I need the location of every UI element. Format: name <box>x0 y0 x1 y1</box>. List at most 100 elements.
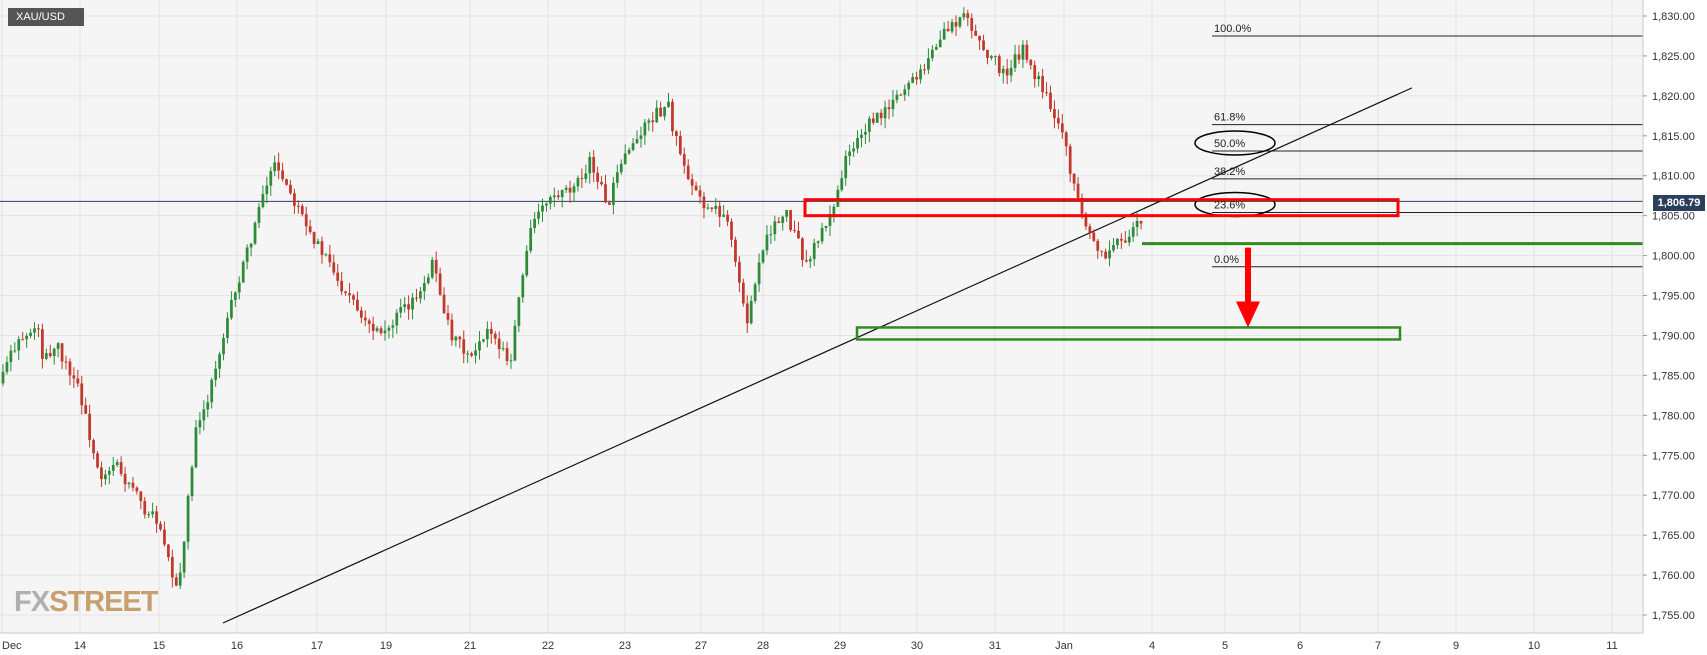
candle-body <box>860 134 863 138</box>
x-tick-label: 10 <box>1528 640 1540 652</box>
candle-body <box>222 337 225 355</box>
candle-body <box>911 77 915 83</box>
candle-body <box>407 304 410 310</box>
candle-body <box>682 154 686 166</box>
candle-body <box>990 56 993 59</box>
candle-body <box>974 30 978 36</box>
candle-body <box>741 282 745 304</box>
candle-body <box>934 47 938 50</box>
candle-body <box>426 277 430 284</box>
candle-body <box>714 205 718 209</box>
candle-body <box>1064 132 1068 147</box>
candle-body <box>375 328 379 331</box>
candle-body <box>584 173 588 179</box>
trendline <box>222 87 1413 624</box>
candle-body <box>694 185 698 191</box>
candle-body <box>1084 213 1088 227</box>
candle-body <box>596 172 600 182</box>
candle-body <box>442 294 446 314</box>
candle-body <box>489 328 493 334</box>
candle-body <box>844 156 848 179</box>
candle-body <box>623 153 627 164</box>
candle-body <box>848 151 852 157</box>
candle-body <box>627 149 631 154</box>
candle-body <box>513 325 517 361</box>
candle-body <box>659 107 663 117</box>
candle-body <box>9 350 13 363</box>
candle-body <box>127 482 131 485</box>
candle-body <box>710 207 714 209</box>
candle-body <box>281 170 284 180</box>
candle-body <box>726 214 729 222</box>
fxstreet-logo: FXSTREET <box>14 586 158 619</box>
candle-body <box>277 162 281 171</box>
candle-body <box>899 94 903 96</box>
candle-body <box>131 482 135 488</box>
candle-body <box>371 323 375 331</box>
candle-body <box>80 383 84 406</box>
candle-body <box>135 487 139 492</box>
candle-body <box>1033 65 1037 80</box>
candle-body <box>41 329 44 359</box>
candle-body <box>1060 123 1064 133</box>
candles <box>1 7 1143 590</box>
candle-body <box>399 307 403 313</box>
candle-body <box>777 221 781 223</box>
fib-circle <box>1194 130 1276 156</box>
x-tick-label: 19 <box>380 640 392 652</box>
x-tick-label: 4 <box>1149 640 1155 652</box>
candle-body <box>702 196 706 209</box>
candle-body <box>505 348 509 361</box>
candle-body <box>391 325 395 328</box>
x-tick-label: Jan <box>1055 640 1073 652</box>
candle-body <box>958 17 962 27</box>
candle-body <box>403 304 407 308</box>
candle-body <box>982 40 985 50</box>
candle-body <box>352 295 355 300</box>
candle-body <box>454 336 458 341</box>
candle-body <box>856 137 859 149</box>
candle-body <box>48 353 52 357</box>
x-tick-label: 9 <box>1453 640 1459 652</box>
x-tick-label: 29 <box>834 640 846 652</box>
candle-body <box>395 312 399 326</box>
candle-body <box>230 299 233 318</box>
fib-label: 0.0% <box>1214 254 1239 266</box>
candle-body <box>430 259 434 278</box>
candle-body <box>887 107 891 110</box>
candle-body <box>1116 238 1119 246</box>
x-axis: Dec 14 15 16 17 19 21 22 23 27 28 29 30 31 Jan 4 5 6 7 9 10 1… <box>0 632 1643 652</box>
x-tick-label: 31 <box>989 640 1001 652</box>
candle-body <box>1025 44 1029 60</box>
candle-body <box>1131 227 1135 237</box>
candle-body <box>667 101 670 107</box>
candle-body <box>568 187 572 193</box>
candle-body <box>1072 173 1076 184</box>
candle-body <box>1139 220 1143 224</box>
candle-body <box>785 210 789 217</box>
y-tick-label: 1,780.00 <box>1652 410 1695 422</box>
candle-body <box>21 339 25 341</box>
candle-body <box>808 259 812 262</box>
candle-body <box>5 362 9 372</box>
candle-body <box>119 462 123 474</box>
candle-body <box>100 467 103 480</box>
candle-body <box>722 214 726 217</box>
candle-body <box>930 49 934 59</box>
candle-body <box>253 222 257 244</box>
candle-body <box>757 262 761 285</box>
candle-body <box>478 341 481 351</box>
candle-body <box>25 335 29 340</box>
candle-body <box>509 360 513 362</box>
candle-body <box>383 330 387 334</box>
x-tick-label: 22 <box>542 640 554 652</box>
candle-body <box>891 99 895 110</box>
candle-body <box>249 243 253 248</box>
candle-body <box>978 35 981 41</box>
candle-body <box>919 69 922 80</box>
candle-body <box>44 353 48 359</box>
candle-body <box>68 361 72 376</box>
candle-body <box>206 402 210 410</box>
candle-body <box>761 250 765 263</box>
